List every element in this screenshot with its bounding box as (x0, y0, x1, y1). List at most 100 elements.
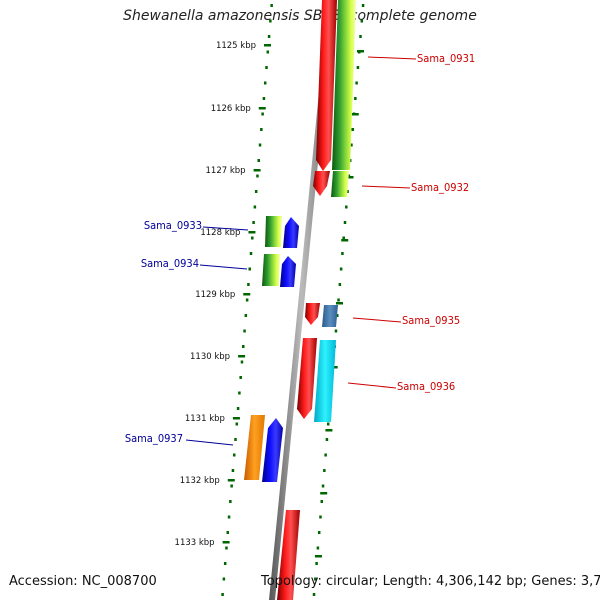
track-dot (316, 546, 320, 550)
track-dot (339, 267, 343, 271)
track-dot (253, 205, 257, 209)
track-dot (312, 593, 316, 596)
track-dot (323, 469, 326, 472)
track-dot (231, 469, 235, 472)
track-dot (350, 143, 353, 147)
track-dot (261, 112, 264, 116)
kbp-major-tick (227, 479, 235, 482)
left-tick-track (221, 4, 273, 596)
reverse-genes (244, 216, 299, 482)
kbp-major-tick (248, 231, 256, 234)
forward-genes (277, 0, 356, 600)
track-dot (314, 577, 317, 581)
track-dot (230, 484, 233, 488)
track-dot (336, 314, 339, 317)
track-dot (262, 97, 266, 100)
track-major-tick (346, 176, 354, 179)
accession-label: Accession: NC_008700 (9, 574, 157, 589)
kbp-label: 1130 kbp (190, 352, 230, 362)
track-dot (239, 376, 242, 379)
gene-leader-line (352, 317, 402, 323)
track-dot (351, 128, 355, 131)
gene-sama-0931-red (316, 0, 337, 171)
track-dot (321, 484, 325, 488)
track-dot (243, 329, 246, 333)
track-dot (257, 159, 261, 162)
gene-labels: Sama_0931 Sama_0932 Sama_0933 Sama_0934 Sama… (125, 52, 475, 446)
track-dot (342, 236, 345, 240)
track-dot (256, 174, 259, 178)
track-dot (254, 190, 258, 193)
gene-leader-line (185, 439, 234, 446)
track-dot (226, 531, 230, 534)
gene-sama-0935-steel (322, 305, 338, 327)
track-dot (236, 407, 240, 410)
track-dot (232, 453, 236, 457)
track-major-tick (320, 492, 328, 495)
gene-sama-0935-red (305, 303, 320, 325)
genome-info-label: Topology: circular; Length: 4,306,142 bp… (261, 574, 600, 589)
track-dot (346, 190, 349, 193)
gene-label: Sama_0937 (125, 432, 183, 445)
track-dot (258, 143, 262, 147)
track-dot (221, 593, 224, 596)
track-dot (338, 283, 342, 286)
gene-sama-0936-red (297, 338, 317, 419)
track-dot (249, 252, 253, 255)
kbp-label: 1129 kbp (195, 290, 235, 300)
track-dot (229, 500, 232, 503)
gene-sama-0933-green (265, 216, 282, 247)
gene-leader-line (367, 56, 417, 60)
track-dot (345, 205, 348, 209)
track-dot (324, 453, 327, 457)
track-dot (234, 438, 237, 441)
track-dot (341, 252, 344, 255)
track-dot (227, 515, 231, 519)
track-dot (223, 562, 227, 565)
track-dot (360, 19, 364, 23)
gene-sama-0934-blue (280, 256, 296, 287)
gene-sama-0931-green (332, 0, 356, 170)
kbp-major-tick (264, 44, 271, 47)
track-major-tick (325, 429, 333, 432)
gene-label: Sama_0933 (144, 219, 202, 232)
kbp-major-tick (253, 169, 261, 172)
kbp-major-tick (238, 355, 246, 358)
track-dot (334, 329, 338, 333)
gene-leader-line (347, 382, 397, 389)
gene-label: Sama_0932 (411, 181, 469, 194)
kbp-label: 1125 kbp (216, 41, 256, 51)
kbp-major-tick (243, 293, 251, 296)
track-dot (260, 128, 263, 131)
track-dot (317, 531, 321, 534)
kbp-label: 1127 kbp (206, 166, 246, 176)
gene-label: Sama_0935 (402, 314, 460, 327)
gene-label: Sama_0934 (141, 257, 199, 270)
kbp-label: 1132 kbp (180, 476, 220, 486)
gene-label: Sama_0931 (417, 52, 475, 65)
track-dot (319, 515, 322, 519)
gene-sama-0936-cyan (314, 340, 336, 422)
kbp-label: 1133 kbp (175, 538, 215, 548)
track-dot (270, 4, 273, 7)
track-dot (222, 577, 226, 581)
track-dot (269, 19, 272, 23)
gene-red-bottom (277, 510, 300, 600)
track-major-tick (341, 239, 349, 242)
track-dot (315, 562, 318, 565)
track-dot (337, 298, 340, 302)
track-dot (267, 35, 271, 38)
track-dot (266, 50, 270, 54)
gene-leader-line (199, 264, 248, 270)
track-major-tick (351, 113, 359, 116)
track-dot (225, 546, 228, 550)
kbp-label: 1128 kbp (200, 228, 240, 238)
track-dot (251, 236, 254, 240)
track-major-tick (336, 302, 344, 305)
track-dot (354, 97, 357, 100)
track-dot (361, 4, 365, 7)
track-dot (235, 422, 239, 426)
track-dot (265, 66, 268, 69)
gene-label: Sama_0936 (397, 380, 455, 393)
